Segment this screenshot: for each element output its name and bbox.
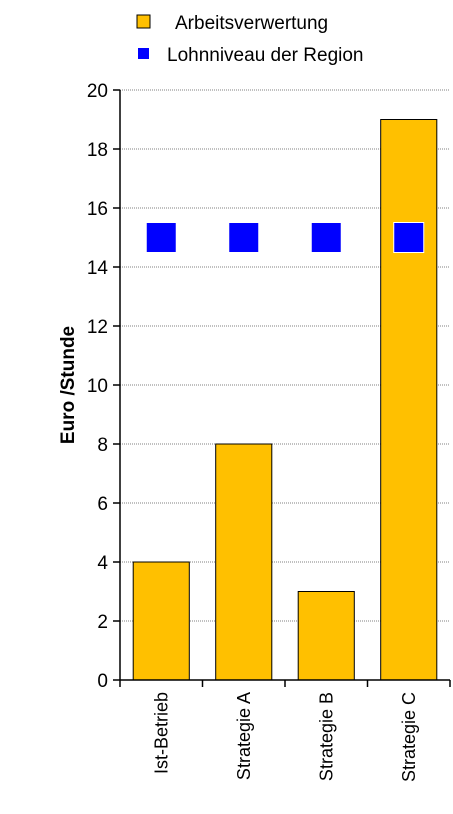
y-tick-label: 0	[97, 671, 108, 692]
y-tick-labels: 0 2 4 6 8 10 12 14 16 18 20	[87, 81, 109, 692]
x-tick-label: Strategie A	[234, 692, 254, 780]
axes	[113, 89, 451, 687]
legend: Arbeitsverwertung Lohnniveau der Region	[136, 13, 364, 66]
x-tick-label: Ist-Betrieb	[151, 692, 171, 774]
y-tick-label: 18	[87, 140, 108, 161]
y-tick-label: 2	[97, 612, 108, 633]
legend-swatch-marker	[138, 48, 149, 59]
bar-series	[132, 119, 438, 681]
x-tick-labels: Ist-Betrieb Strategie A Strategie B Strateg…	[151, 692, 419, 782]
y-tick-label: 14	[87, 258, 109, 279]
y-tick-label: 20	[87, 81, 108, 102]
bar-strategie-a	[215, 443, 273, 681]
y-tick-label: 6	[97, 494, 108, 515]
legend-label: Arbeitsverwertung	[175, 13, 328, 34]
bar-strategie-c	[380, 119, 438, 681]
x-tick-label: Strategie B	[316, 692, 336, 781]
legend-swatch-bar	[136, 14, 151, 29]
marker-series	[145, 222, 425, 253]
marker-strategie-b	[310, 222, 342, 253]
y-tick-label: 10	[87, 376, 108, 397]
y-tick-label: 16	[87, 199, 108, 220]
y-tick-label: 8	[97, 435, 108, 456]
marker-strategie-a	[228, 222, 260, 253]
marker-strategie-c	[393, 222, 425, 253]
y-tick-label: 4	[97, 553, 108, 574]
x-tick-label: Strategie C	[399, 692, 419, 782]
y-axis-label: Euro /Stunde	[58, 326, 79, 444]
bar-ist-betrieb	[132, 561, 190, 681]
gridlines	[120, 89, 450, 622]
marker-ist-betrieb	[145, 222, 177, 253]
legend-label: Lohnniveau der Region	[167, 45, 364, 66]
bar-strategie-b	[297, 591, 355, 681]
y-tick-label: 12	[87, 317, 108, 338]
